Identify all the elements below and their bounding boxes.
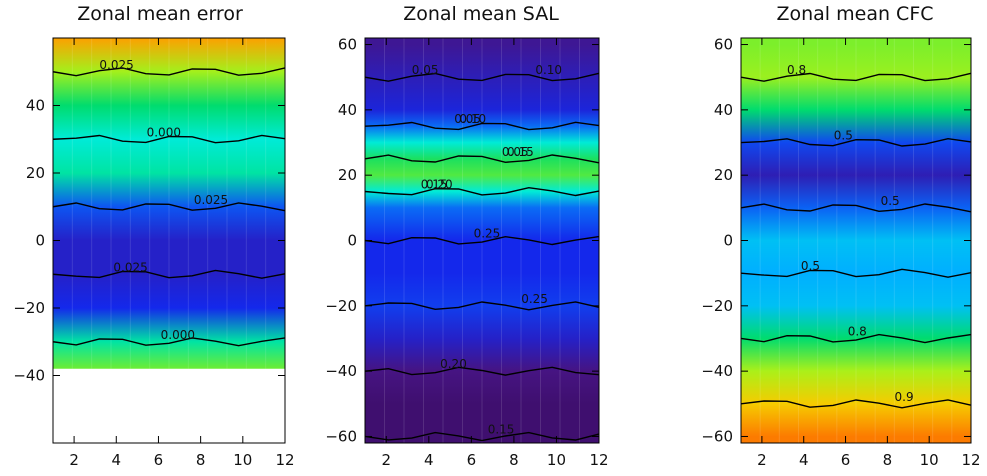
y-tick-label: 20 (338, 166, 357, 184)
contour-label: 0.15 (421, 178, 448, 192)
contour-line (364, 154, 600, 164)
contour-label: 0.025 (113, 260, 147, 274)
contour-label: 0.025 (99, 58, 133, 72)
contour-line (740, 137, 972, 147)
contour-line (52, 269, 286, 279)
panel-zonal-mean-error: Zonal mean error 0.025 0.000 0.025 0.025 0.0… (13, 3, 294, 469)
y-tick-label: −20 (13, 299, 45, 317)
panel-title: Zonal mean CFC (776, 3, 933, 25)
x-tick-label: 6 (154, 451, 164, 469)
y-tick-label: 0 (723, 232, 733, 250)
x-tick-label: 12 (961, 451, 980, 469)
y-tick-label: −60 (701, 427, 733, 445)
contour-line (740, 268, 972, 278)
y-tick-label: −60 (325, 427, 357, 445)
contour-label: 0.20 (440, 357, 467, 371)
y-tick-label: −40 (13, 367, 45, 385)
y-tick-label: −20 (701, 297, 733, 315)
contour-line (52, 337, 286, 347)
contour-line (364, 121, 600, 131)
x-tick-label: 2 (69, 451, 79, 469)
contour-line (740, 399, 972, 409)
contour-label: 0.5 (834, 129, 853, 143)
x-tick-label: 2 (381, 451, 391, 469)
x-tick-label: 2 (757, 451, 767, 469)
panel-title: Zonal mean error (77, 3, 243, 25)
y-tick-label: 60 (338, 36, 357, 54)
contour-line (740, 72, 972, 82)
contour-label: 0.000 (161, 328, 195, 342)
contour-line (364, 72, 600, 82)
x-tick-label: 6 (467, 451, 477, 469)
contour-label: 0.5 (801, 259, 820, 273)
contour-line (364, 235, 600, 246)
x-tick-label: 6 (841, 451, 851, 469)
contour-label: 0.05 (502, 145, 529, 159)
y-tick-label: 20 (26, 164, 45, 182)
contour-label: 0.8 (848, 324, 867, 338)
y-tick-label: 0 (35, 232, 45, 250)
y-tick-label: −20 (325, 297, 357, 315)
x-tick-label: 4 (424, 451, 434, 469)
contour-line (740, 203, 972, 213)
contour-label: 0.8 (787, 63, 806, 77)
contour-label: 0.10 (459, 112, 486, 126)
y-tick-label: 40 (338, 101, 357, 119)
contour-label: 0.025 (194, 193, 228, 207)
y-tick-label: 0 (347, 232, 357, 250)
x-tick-label: 8 (509, 451, 519, 469)
contour-label: 0.15 (488, 422, 515, 436)
panel-title: Zonal mean SAL (403, 3, 559, 25)
contour-label: 0.05 (412, 63, 439, 77)
panel-zonal-mean-cfc: Zonal mean CFC 0.8 0.5 0.5 0.5 0.8 0.9 2 4 6 8 10 1… (701, 3, 980, 469)
contour-line (740, 333, 972, 344)
contour-line (364, 186, 600, 197)
x-tick-label: 12 (275, 451, 294, 469)
y-tick-label: 20 (714, 166, 733, 184)
contour-line (52, 202, 286, 212)
contour-label: 0.05 (454, 112, 481, 126)
contour-label: 0.10 (535, 63, 562, 77)
contour-label: 0.5 (881, 194, 900, 208)
x-tick-label: 4 (799, 451, 809, 469)
heatmap-field (741, 38, 971, 443)
contour-label: 0.20 (426, 178, 453, 192)
contour-line (364, 366, 600, 376)
x-tick-label: 10 (233, 451, 252, 469)
contour-line (364, 301, 600, 311)
contour-line (364, 431, 600, 442)
contour-label: 0.15 (507, 145, 534, 159)
y-tick-label: 40 (714, 101, 733, 119)
contour-line (52, 67, 286, 77)
contour-label: 0.25 (521, 292, 548, 306)
panel-zonal-mean-sal: Zonal mean SAL 0.050.100.150.200.250.250… (325, 3, 608, 469)
contour-label: 0.25 (474, 227, 501, 241)
x-tick-label: 8 (196, 451, 206, 469)
contour-label: 0.000 (147, 125, 181, 139)
x-tick-label: 10 (920, 451, 939, 469)
y-tick-label: 40 (26, 97, 45, 115)
x-tick-label: 8 (883, 451, 893, 469)
x-tick-label: 10 (547, 451, 566, 469)
y-tick-label: −40 (325, 362, 357, 380)
y-tick-label: −40 (701, 362, 733, 380)
x-tick-label: 4 (111, 451, 121, 469)
contour-label: 0.9 (895, 390, 914, 404)
x-tick-label: 12 (589, 451, 608, 469)
y-tick-label: 60 (714, 36, 733, 54)
heatmap-field (365, 38, 599, 443)
contour-line (52, 134, 286, 144)
